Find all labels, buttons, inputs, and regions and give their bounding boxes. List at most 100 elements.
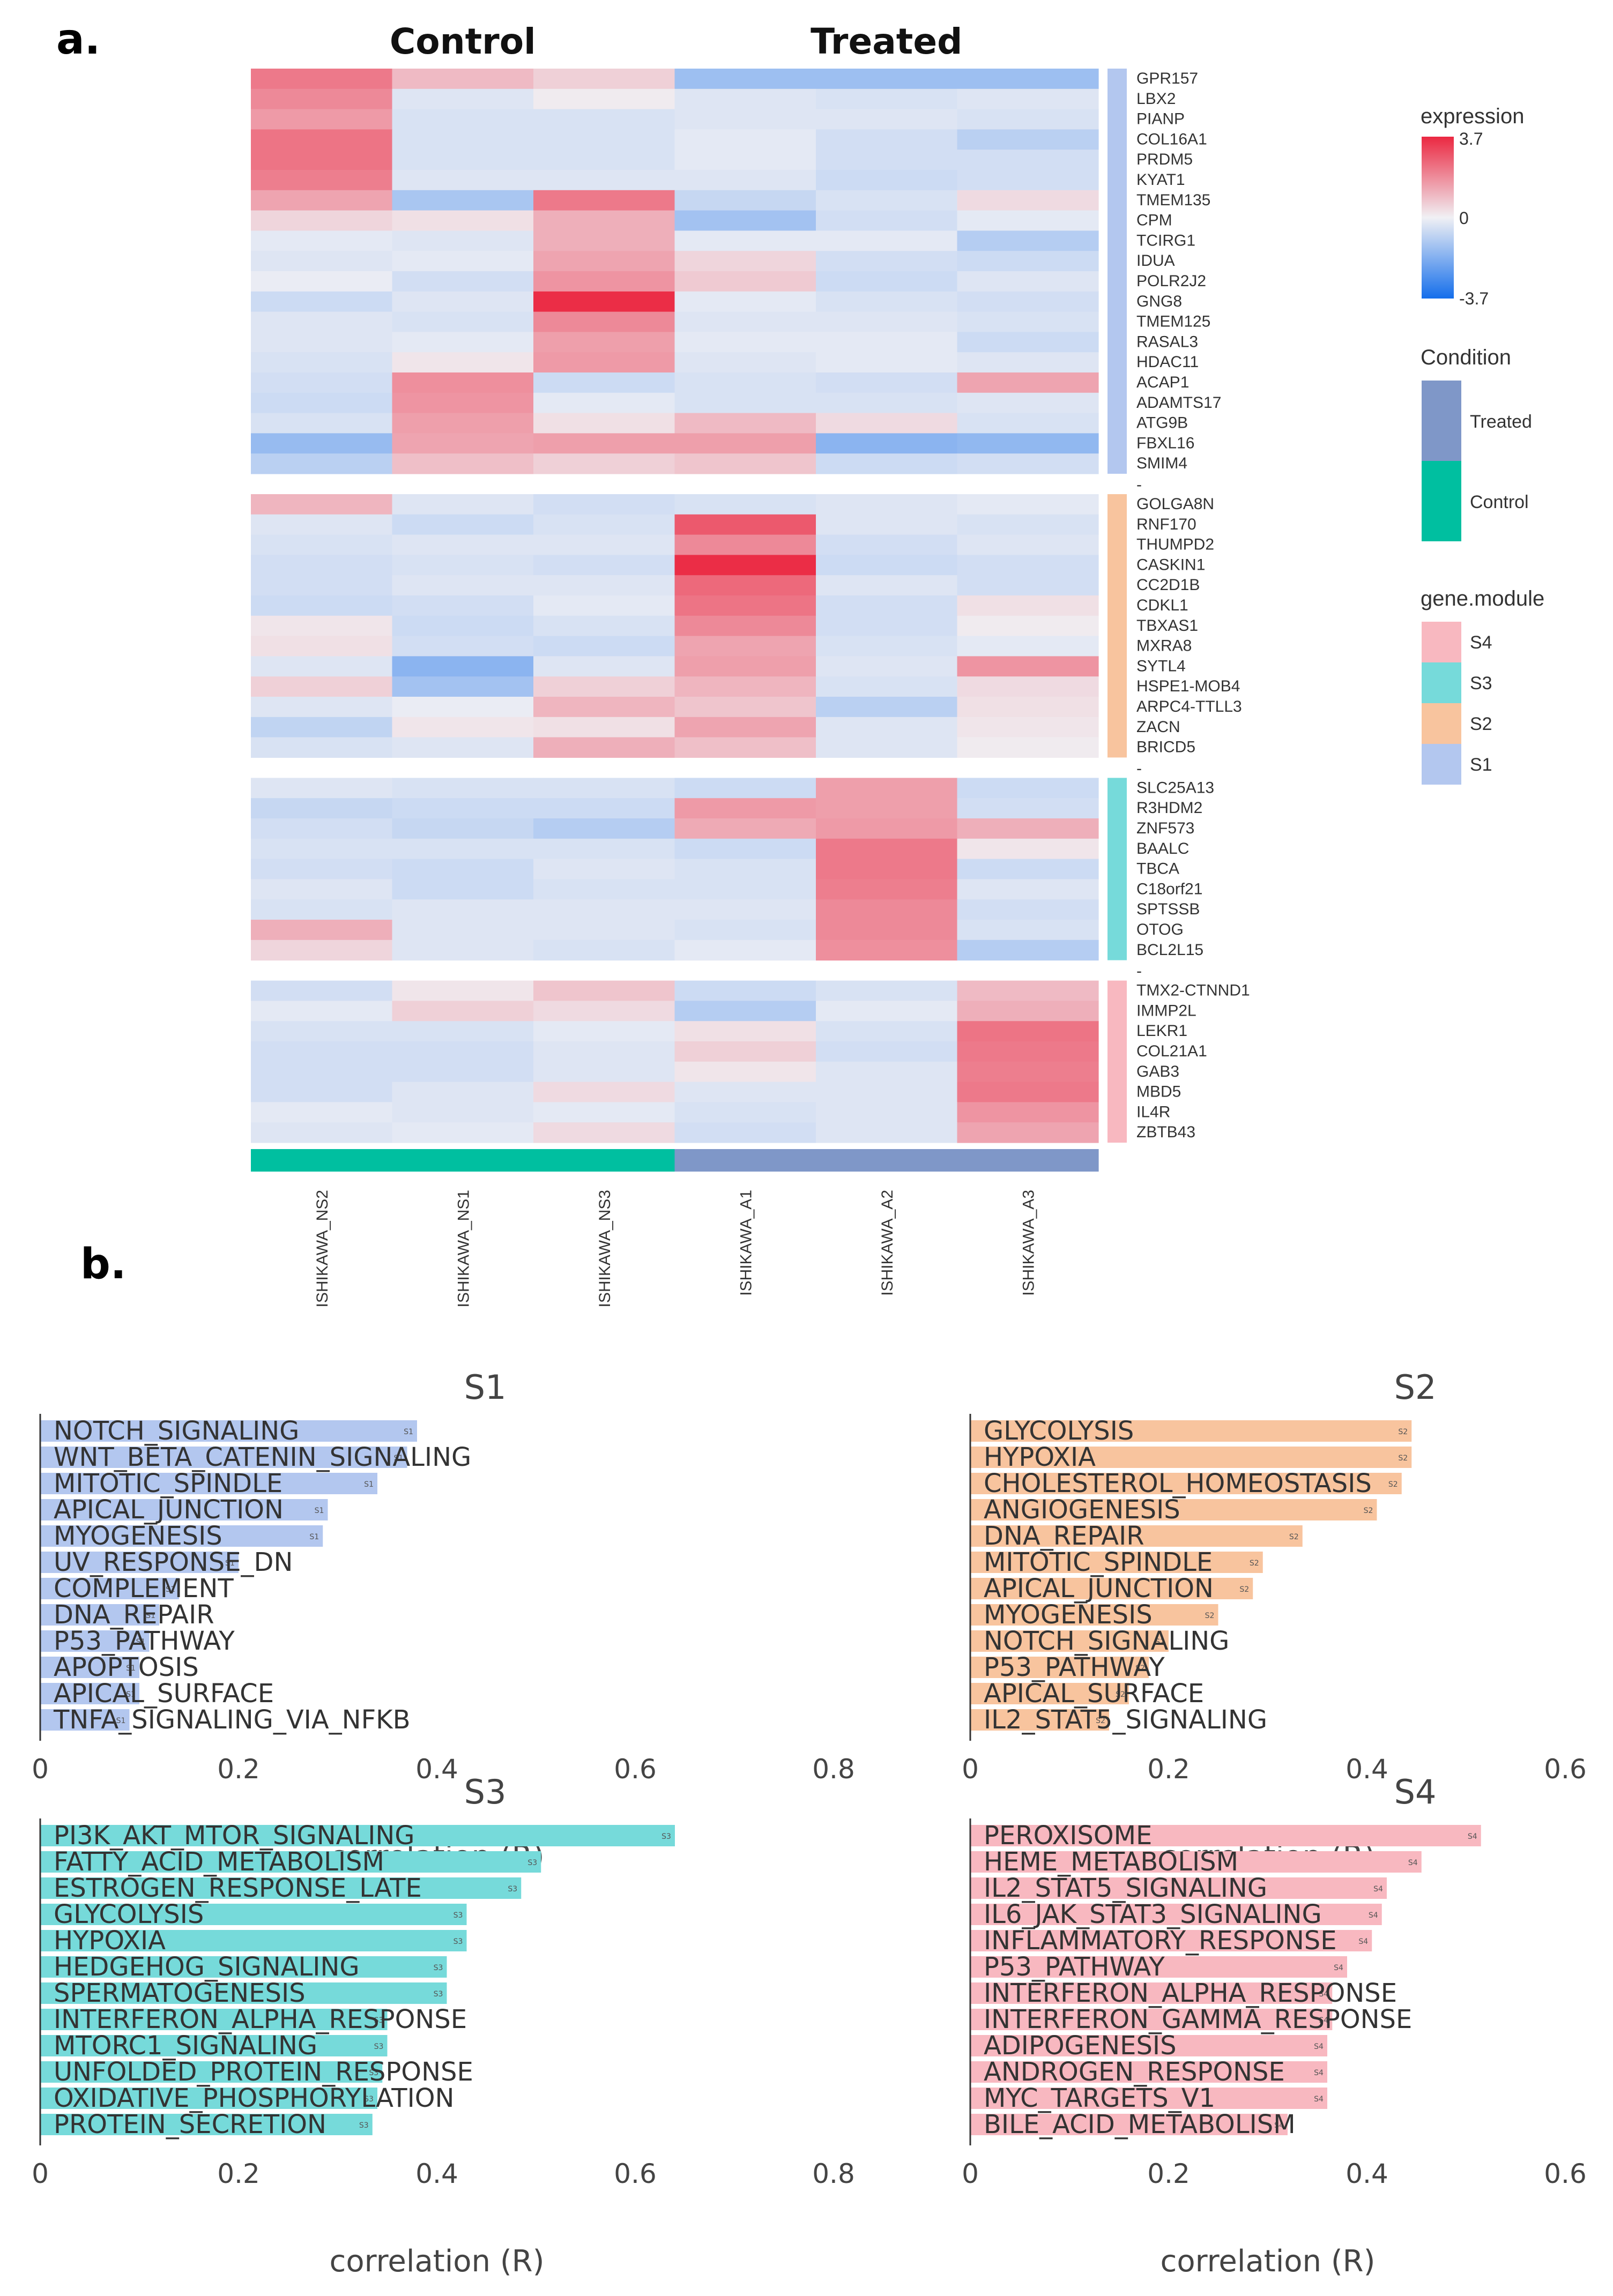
category-label: IL6_JAK_STAT3_SIGNALING <box>984 1899 1322 1929</box>
bar-tag: S4 <box>1319 1990 1328 1999</box>
heat-cell <box>392 311 534 332</box>
chart-title: S3 <box>464 1772 507 1812</box>
barchart-s3: S3 S3 PI3K_AKT_MTOR_SIGNALING S3 FATTY_ACID_… <box>32 1772 855 2279</box>
bar <box>970 1657 1149 1678</box>
bar-tag: S4 <box>1314 2095 1324 2104</box>
x-tick-label: 0.2 <box>1147 2158 1190 2189</box>
heat-cell <box>251 920 393 941</box>
module-legend-label: S1 <box>1470 755 1492 775</box>
heat-cell <box>392 453 534 474</box>
heat-cell <box>816 940 958 961</box>
heat-cell <box>674 352 816 373</box>
bar-tag: S1 <box>364 1480 374 1489</box>
heat-cell <box>251 372 393 393</box>
heat-cell <box>674 453 816 474</box>
expression-mid-label: 0 <box>1459 208 1469 228</box>
heat-cell <box>392 392 534 414</box>
heat-cell <box>533 920 675 941</box>
heat-cell <box>533 1122 675 1143</box>
heat-cell <box>957 210 1099 231</box>
heat-cell <box>392 514 534 535</box>
heat-cell <box>816 798 958 819</box>
heat-cell <box>251 798 393 819</box>
category-label: P53_PATHWAY <box>984 1652 1165 1682</box>
bar <box>40 1825 675 1846</box>
category-label: INTERFERON_ALPHA_RESPONSE <box>54 2004 467 2034</box>
heat-cell <box>674 555 816 576</box>
heat-cell <box>392 1001 534 1022</box>
heat-cell <box>251 1082 393 1102</box>
barcharts-panel: S1S1NOTCH_SIGNALINGS1WNT_BETA_CATENIN_SI… <box>32 1368 1587 2279</box>
bar <box>970 2088 1327 2109</box>
bar <box>970 2114 1288 2135</box>
heat-cell <box>957 251 1099 272</box>
heat-cell <box>816 595 958 616</box>
category-label: WNT_BETA_CATENIN_SIGNALING <box>54 1442 471 1472</box>
bar <box>970 1473 1402 1494</box>
heat-cell <box>957 453 1099 474</box>
heat-cell <box>533 636 675 657</box>
gene-label: MBD5 <box>1136 1083 1181 1101</box>
heat-cell <box>392 859 534 879</box>
heat-cell <box>816 636 958 657</box>
bar <box>970 1447 1412 1468</box>
heat-cell <box>674 88 816 110</box>
heat-cell <box>392 494 534 515</box>
heat-cell <box>251 69 393 90</box>
gene-label: HDAC11 <box>1136 353 1199 371</box>
category-label: UV_RESPONSE_DN <box>54 1547 293 1577</box>
heat-cell <box>957 129 1099 150</box>
heat-cell <box>251 352 393 373</box>
category-label: ANGIOGENESIS <box>984 1495 1180 1525</box>
bar-tag: S3 <box>454 1911 463 1920</box>
x-axis-label: correlation (R) <box>330 2244 545 2279</box>
bar-tag: S1 <box>146 1612 155 1620</box>
heat-cell <box>392 413 534 434</box>
heat-cell <box>251 899 393 920</box>
heat-cell <box>957 676 1099 697</box>
heat-cell <box>674 1102 816 1123</box>
category-label: DNA_REPAIR <box>54 1600 214 1630</box>
heat-cell <box>957 311 1099 332</box>
heat-cell <box>533 879 675 900</box>
heat-cell <box>957 980 1099 1001</box>
bar <box>970 1877 1387 1899</box>
gene-label: PRDM5 <box>1136 151 1193 168</box>
barchart-s2: S2 S2 GLYCOLYSIS S2 HYPOXIA S2 CHOLESTEROL_HOM… <box>962 1368 1587 1874</box>
bar-tag: S1 <box>315 1507 324 1515</box>
gene-label: ZNF573 <box>1136 819 1194 837</box>
heat-cell <box>816 1041 958 1062</box>
module-bar-s3 <box>1107 778 1127 960</box>
x-tick-label: 0.6 <box>1544 1754 1587 1785</box>
heat-cell <box>392 980 534 1001</box>
heat-cell <box>674 636 816 657</box>
heat-cell <box>251 109 393 130</box>
heat-cell <box>674 514 816 535</box>
condition-strip-cell <box>251 1149 393 1172</box>
heat-cell <box>392 170 534 191</box>
heat-cell <box>533 332 675 353</box>
heat-cell <box>957 433 1099 454</box>
heat-cell <box>674 615 816 637</box>
heat-cell <box>533 190 675 211</box>
chart-title: S2 <box>1394 1368 1437 1407</box>
heat-cell <box>816 615 958 637</box>
bar <box>40 1473 377 1494</box>
heat-cell <box>533 129 675 150</box>
gene-label: LEKR1 <box>1136 1022 1187 1040</box>
gene-label: TBXAS1 <box>1136 617 1198 635</box>
heat-cell <box>674 494 816 515</box>
bar-tag: S3 <box>369 2069 378 2077</box>
bar <box>970 1956 1347 1978</box>
category-label: PEROXISOME <box>984 1821 1152 1851</box>
heat-cell <box>251 1061 393 1083</box>
gene-label: PIANP <box>1136 110 1185 128</box>
bar <box>970 1904 1382 1925</box>
heat-cell <box>533 534 675 555</box>
category-label: PI3K_AKT_MTOR_SIGNALING <box>54 1821 414 1851</box>
category-label: P53_PATHWAY <box>984 1952 1165 1982</box>
heat-cell <box>957 150 1099 170</box>
gene-label: CC2D1B <box>1136 576 1200 594</box>
heat-cell <box>392 534 534 555</box>
heat-cell <box>674 311 816 332</box>
